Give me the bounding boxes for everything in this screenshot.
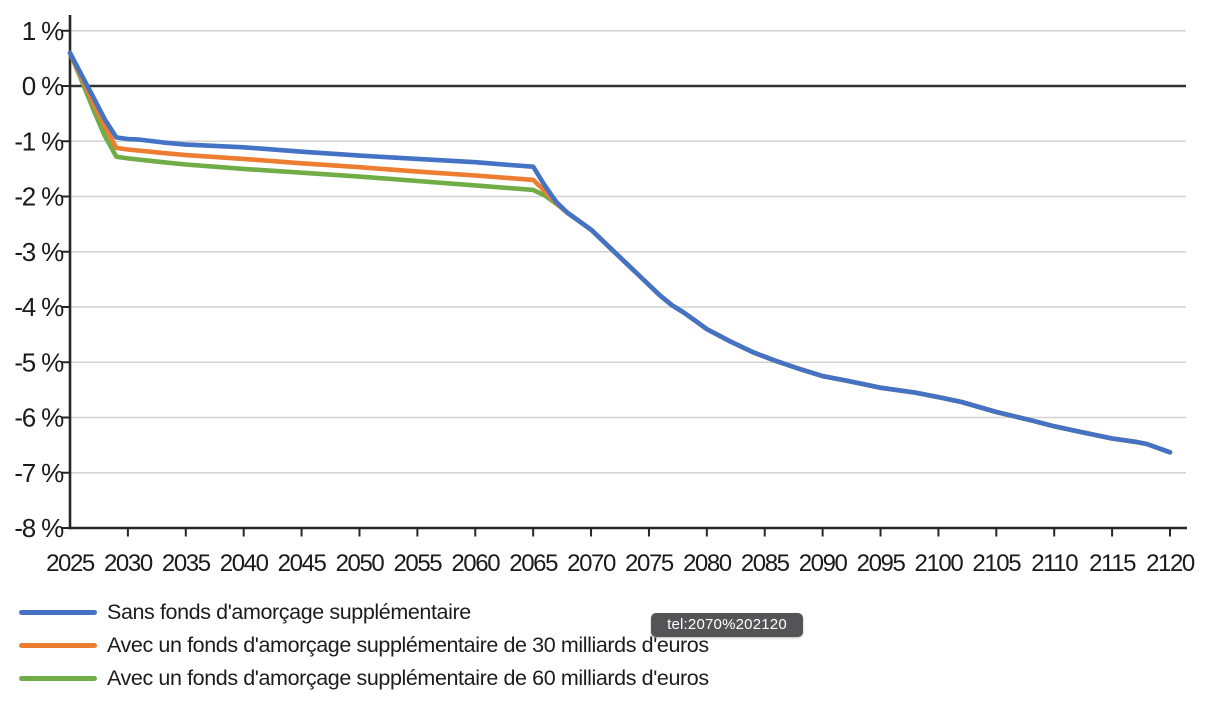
svg-text:2105: 2105 xyxy=(972,550,1021,577)
chart-legend: Sans fonds d'amorçage supplémentaire Ave… xyxy=(19,596,709,695)
svg-text:2070: 2070 xyxy=(567,550,616,577)
svg-text:2035: 2035 xyxy=(162,550,211,577)
legend-item-fonds-60-milliards: Avec un fonds d'amorçage supplémentaire … xyxy=(19,662,709,695)
svg-text:2110: 2110 xyxy=(1031,550,1078,577)
legend-label: Avec un fonds d'amorçage supplémentaire … xyxy=(107,633,709,657)
legend-swatch-blue-icon xyxy=(19,609,97,616)
legend-label: Sans fonds d'amorçage supplémentaire xyxy=(107,600,471,624)
svg-text:-7 %: -7 % xyxy=(14,458,64,488)
svg-text:-8 %: -8 % xyxy=(14,513,64,543)
svg-text:0 %: 0 % xyxy=(22,71,64,101)
svg-text:2095: 2095 xyxy=(857,550,906,577)
svg-text:-5 %: -5 % xyxy=(14,347,64,377)
svg-text:2025: 2025 xyxy=(46,550,95,577)
svg-text:2045: 2045 xyxy=(278,550,327,577)
svg-text:-4 %: -4 % xyxy=(14,292,64,322)
svg-text:2055: 2055 xyxy=(393,550,442,577)
svg-text:2040: 2040 xyxy=(220,550,269,577)
svg-text:2100: 2100 xyxy=(915,550,964,577)
legend-label: Avec un fonds d'amorçage supplémentaire … xyxy=(107,666,709,690)
svg-text:-1 %: -1 % xyxy=(14,126,64,156)
svg-text:2115: 2115 xyxy=(1089,550,1136,577)
svg-text:-6 %: -6 % xyxy=(14,403,64,433)
svg-text:2085: 2085 xyxy=(741,550,790,577)
svg-text:2030: 2030 xyxy=(104,550,153,577)
link-status-tooltip: tel:2070%202120 xyxy=(651,613,803,637)
svg-text:2075: 2075 xyxy=(625,550,674,577)
line-chart: 1 % 0 % -1 % -2 % -3 % -4 % -5 % -6 % -7 % -8 % 20… xyxy=(14,15,1196,577)
svg-text:2120: 2120 xyxy=(1146,550,1195,577)
svg-text:-2 %: -2 % xyxy=(14,182,64,212)
legend-item-sans-fonds: Sans fonds d'amorçage supplémentaire xyxy=(19,596,709,629)
svg-text:-3 %: -3 % xyxy=(14,237,64,267)
legend-item-fonds-30-milliards: Avec un fonds d'amorçage supplémentaire … xyxy=(19,629,709,662)
svg-text:2080: 2080 xyxy=(683,550,732,577)
svg-text:1 %: 1 % xyxy=(22,16,64,46)
legend-swatch-orange-icon xyxy=(19,642,97,649)
svg-text:2090: 2090 xyxy=(799,550,848,577)
svg-text:2065: 2065 xyxy=(509,550,558,577)
legend-swatch-green-icon xyxy=(19,675,97,682)
svg-text:2060: 2060 xyxy=(451,550,500,577)
svg-text:2050: 2050 xyxy=(336,550,385,577)
